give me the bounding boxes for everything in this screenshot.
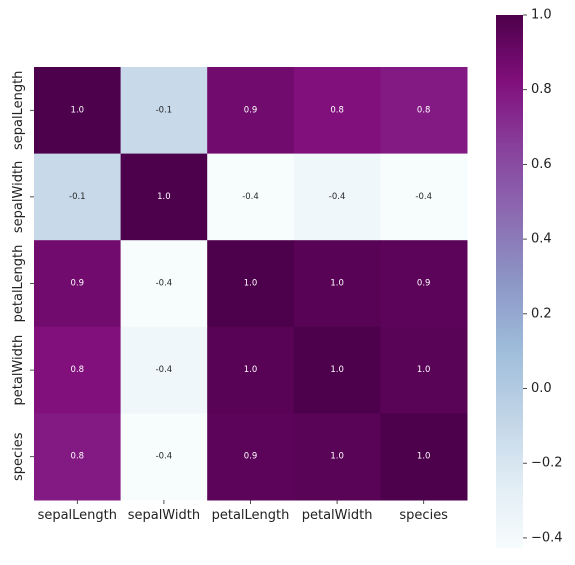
heatmap-cell-sepalLength-species	[380, 67, 468, 155]
y-tick-label: petalWidth	[11, 335, 26, 406]
colorbar-tick-label: 0.4	[531, 232, 552, 247]
cell-annotation: 0.8	[417, 105, 431, 115]
colorbar-tick-label: −0.4	[531, 530, 563, 545]
x-tick-label: petalLength	[212, 508, 290, 523]
heatmap-cell-species-sepalLength	[34, 413, 122, 501]
x-axis: sepalLength sepalWidth petalLength petalWid…	[38, 500, 448, 523]
cell-annotation: 0.9	[71, 279, 85, 289]
heatmap-cell-sepalLength-sepalLength	[34, 67, 122, 155]
heatmap-cell-sepalWidth-petalWidth	[293, 153, 381, 241]
y-tick-label: sepalWidth	[11, 161, 26, 233]
cell-annotation: 0.8	[71, 365, 85, 375]
cell-annotation: 0.8	[330, 105, 344, 115]
heatmap-cell-petalWidth-species	[380, 326, 468, 414]
y-tick-label: species	[11, 432, 26, 481]
heatmap-cell-petalLength-petalLength	[207, 240, 295, 328]
cell-annotation: -0.4	[242, 192, 259, 202]
colorbar-tick-label: 1.0	[531, 8, 552, 23]
cell-annotation: -0.4	[415, 192, 432, 202]
x-tick-label: species	[399, 508, 448, 523]
heatmap-cell-species-species	[380, 413, 468, 501]
x-tick-label: sepalLength	[38, 508, 117, 523]
heatmap-cell-petalWidth-petalWidth	[293, 326, 381, 414]
colorbar-tick-label: 0.8	[531, 82, 552, 97]
heatmap-cell-sepalWidth-petalLength	[207, 153, 295, 241]
cell-annotation: 0.8	[71, 452, 85, 462]
cell-annotation: 0.9	[417, 279, 431, 289]
cell-annotation: 1.0	[417, 365, 431, 375]
colorbar-tick-label: 0.0	[531, 381, 552, 396]
cell-annotation: -0.1	[156, 105, 173, 115]
heatmap-cell-sepalLength-petalWidth	[293, 67, 381, 155]
heatmap-cell-petalLength-sepalWidth	[120, 240, 208, 328]
heatmap-cell-petalLength-sepalLength	[34, 240, 122, 328]
cell-annotation: 1.0	[244, 365, 258, 375]
heatmap-cells	[34, 67, 468, 501]
cell-annotation: 0.9	[244, 105, 258, 115]
heatmap-cell-species-petalLength	[207, 413, 295, 501]
heatmap-cell-species-sepalWidth	[120, 413, 208, 501]
colorbar-gradient	[496, 15, 523, 548]
cell-annotation: 1.0	[330, 365, 344, 375]
heatmap-cell-sepalWidth-sepalWidth	[120, 153, 208, 241]
cell-annotation: 0.9	[244, 452, 258, 462]
cell-annotation: 1.0	[244, 279, 258, 289]
x-tick-label: sepalWidth	[128, 508, 200, 523]
heatmap-cell-petalWidth-sepalWidth	[120, 326, 208, 414]
heatmap-cell-petalLength-species	[380, 240, 468, 328]
heatmap-cell-sepalWidth-sepalLength	[34, 153, 122, 241]
x-tick-label: petalWidth	[302, 508, 373, 523]
cell-annotation: 1.0	[330, 452, 344, 462]
colorbar-tick-label: −0.2	[531, 456, 563, 471]
cell-annotation: -0.4	[156, 452, 173, 462]
heatmap-cell-sepalLength-petalLength	[207, 67, 295, 155]
heatmap-cell-sepalWidth-species	[380, 153, 468, 241]
colorbar-tick-label: 0.2	[531, 306, 552, 321]
heatmap-cell-species-petalWidth	[293, 413, 381, 501]
cell-annotation: -0.4	[329, 192, 346, 202]
heatmap-annotations: 1.0 -0.1 0.9 0.8 0.8 -0.1 1.0 -0.4 -0.4 -0.4 0.9 -0…	[69, 105, 432, 461]
heatmap-cell-petalWidth-petalLength	[207, 326, 295, 414]
cell-annotation: 1.0	[71, 105, 85, 115]
y-tick-label: sepalLength	[11, 71, 26, 150]
heatmap-cell-sepalLength-sepalWidth	[120, 67, 208, 155]
cell-annotation: -0.1	[69, 192, 86, 202]
colorbar: 1.0 0.8 0.6 0.4 0.2 0.0 −0.2 −0.4	[496, 8, 563, 548]
heatmap-cell-petalLength-petalWidth	[293, 240, 381, 328]
y-axis: sepalLength sepalWidth petalLength petalWid…	[11, 71, 34, 481]
cell-annotation: -0.4	[156, 365, 173, 375]
y-tick-label: petalLength	[11, 245, 26, 323]
cell-annotation: 1.0	[157, 192, 171, 202]
colorbar-tick-label: 0.6	[531, 157, 552, 172]
cell-annotation: 1.0	[417, 452, 431, 462]
cell-annotation: 1.0	[330, 279, 344, 289]
heatmap-cell-petalWidth-sepalLength	[34, 326, 122, 414]
cell-annotation: -0.4	[156, 279, 173, 289]
